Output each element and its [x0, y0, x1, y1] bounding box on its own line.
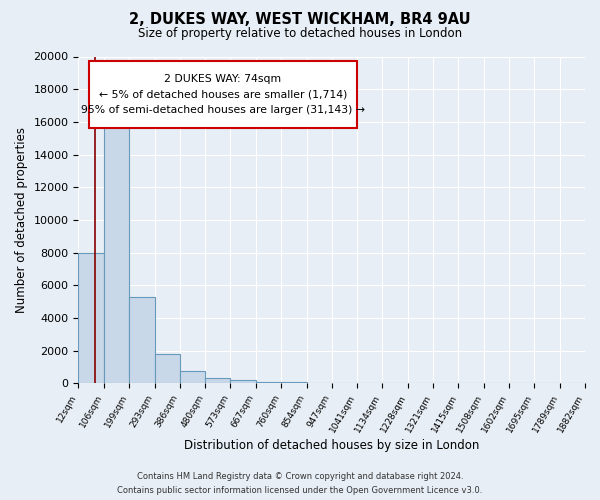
- FancyBboxPatch shape: [89, 62, 357, 128]
- Bar: [205, 378, 230, 383]
- Text: Contains HM Land Registry data © Crown copyright and database right 2024.: Contains HM Land Registry data © Crown c…: [137, 472, 463, 481]
- X-axis label: Distribution of detached houses by size in London: Distribution of detached houses by size …: [184, 440, 479, 452]
- Bar: [281, 382, 307, 383]
- Text: 2, DUKES WAY, WEST WICKHAM, BR4 9AU: 2, DUKES WAY, WEST WICKHAM, BR4 9AU: [129, 12, 471, 28]
- Bar: [155, 354, 180, 383]
- Text: 2 DUKES WAY: 74sqm
← 5% of detached houses are smaller (1,714)
95% of semi-detac: 2 DUKES WAY: 74sqm ← 5% of detached hous…: [81, 74, 365, 116]
- Bar: [79, 252, 104, 383]
- Bar: [180, 371, 205, 383]
- Bar: [104, 114, 129, 383]
- Text: Size of property relative to detached houses in London: Size of property relative to detached ho…: [138, 28, 462, 40]
- Bar: [256, 382, 281, 383]
- Bar: [129, 296, 155, 383]
- Text: Contains public sector information licensed under the Open Government Licence v3: Contains public sector information licen…: [118, 486, 482, 495]
- Bar: [230, 380, 256, 383]
- Y-axis label: Number of detached properties: Number of detached properties: [15, 127, 28, 313]
